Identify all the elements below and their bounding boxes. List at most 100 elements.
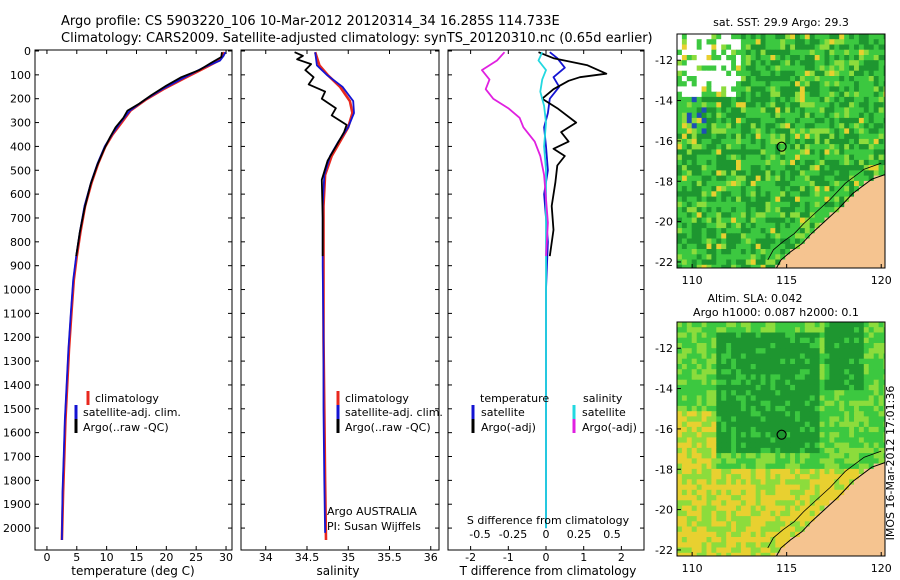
map-cell — [745, 337, 752, 344]
map-cell — [829, 96, 835, 103]
map-cell — [745, 91, 752, 98]
map-cell — [863, 254, 870, 261]
map-cell — [686, 259, 693, 266]
map-cell — [834, 542, 840, 549]
map-cell — [696, 222, 703, 229]
difference-xlabel: T difference from climatology — [459, 564, 637, 578]
map-cell — [814, 416, 821, 423]
map-cell — [716, 254, 722, 261]
map-cell — [799, 526, 806, 533]
map-cell — [726, 39, 732, 45]
map-cell — [829, 432, 835, 438]
map-cell — [696, 358, 703, 365]
map-cell — [854, 243, 860, 250]
map-cell — [819, 479, 826, 486]
map-cell — [677, 343, 683, 349]
map-cell — [681, 243, 688, 250]
map-cell — [844, 379, 850, 386]
map-cell — [819, 447, 826, 454]
map-cell — [888, 55, 894, 61]
map-cell — [829, 243, 835, 250]
map-cell — [799, 254, 806, 261]
map-cell — [839, 133, 845, 140]
map-cell — [775, 34, 781, 40]
sst-map-axis: 110 115 120-12-14-16-18-20-22 — [655, 54, 892, 287]
map-cell — [863, 249, 870, 255]
map-cell — [790, 374, 796, 381]
x-tick-label: 5 — [73, 551, 80, 564]
map-cell — [799, 453, 806, 459]
map-cell — [716, 233, 722, 240]
map-cell — [858, 186, 865, 192]
map-cell — [873, 526, 880, 533]
map-cell — [804, 327, 811, 333]
map-cell — [721, 154, 727, 161]
map-cell — [775, 516, 781, 522]
map-cell — [790, 217, 796, 224]
map-cell — [726, 332, 732, 339]
map-cell — [706, 327, 712, 333]
map-cell — [854, 453, 860, 459]
map-cell — [858, 379, 865, 386]
map-cell — [745, 489, 752, 496]
map-cell — [681, 159, 688, 166]
map-cell — [726, 96, 732, 103]
map-cell — [844, 369, 850, 375]
map-cell — [681, 76, 688, 82]
map-cell — [760, 201, 767, 208]
map-cell — [740, 39, 747, 45]
map-cell — [775, 395, 781, 402]
map-cell — [760, 327, 767, 333]
map-cell — [849, 552, 855, 556]
map-cell — [765, 212, 771, 219]
map-cell — [711, 165, 717, 171]
map-cell — [740, 102, 747, 108]
map-cell — [878, 186, 885, 192]
map-cell — [878, 547, 885, 554]
map-cell — [849, 254, 855, 261]
map-cell — [681, 552, 688, 556]
map-cell — [731, 86, 737, 93]
map-cell — [888, 249, 894, 255]
map-cell — [819, 217, 826, 224]
map-cell — [863, 474, 870, 480]
map-cell — [736, 405, 742, 412]
map-cell — [854, 379, 860, 386]
map-cell — [736, 60, 742, 66]
map-cell — [686, 154, 693, 161]
map-cell — [785, 128, 791, 135]
map-cell — [785, 505, 791, 512]
map-cell — [814, 547, 821, 554]
map-cell — [868, 531, 875, 538]
map-cell — [716, 39, 722, 45]
map-cell — [839, 348, 845, 354]
map-cell — [883, 207, 885, 213]
map-cell — [780, 484, 786, 491]
map-cell — [849, 379, 855, 386]
map-cell — [868, 405, 875, 412]
map-cell — [858, 201, 865, 208]
map-cell — [775, 254, 781, 261]
map-cell — [755, 337, 762, 344]
map-cell — [686, 437, 693, 444]
map-cell — [824, 552, 830, 556]
map-cell — [750, 411, 757, 417]
map-cell — [804, 65, 811, 72]
map-cell — [829, 437, 835, 444]
map-cell — [814, 411, 821, 417]
map-cell — [711, 107, 717, 114]
map-cell — [809, 322, 816, 328]
map-cell — [677, 222, 683, 229]
map-cell — [878, 44, 885, 51]
map-cell — [691, 547, 698, 554]
map-cell — [868, 327, 875, 333]
map-cell — [863, 91, 870, 98]
map-cell — [731, 107, 737, 114]
map-cell — [858, 500, 865, 507]
map-cell — [696, 526, 703, 533]
map-cell — [780, 353, 786, 360]
map-cell — [854, 542, 860, 549]
map-cell — [863, 489, 870, 496]
map-cell — [819, 65, 826, 72]
map-cell — [770, 526, 776, 533]
